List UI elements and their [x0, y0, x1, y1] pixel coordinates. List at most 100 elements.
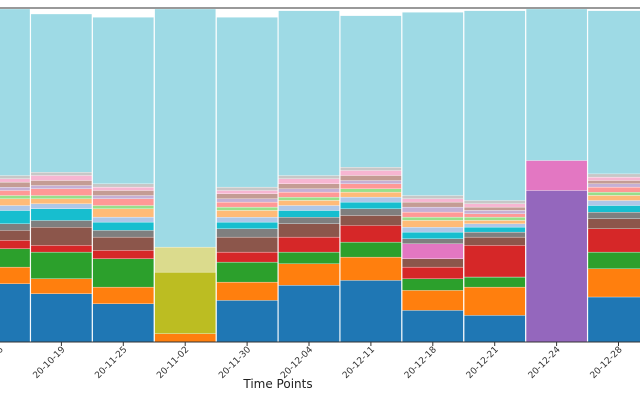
bar-segment-taxon-14-20-11-30 — [216, 201, 278, 208]
bar-segment-taxon-20-20-12-24 — [525, 8, 588, 161]
bar-segment-taxon-11-20-12-21 — [464, 223, 526, 228]
bar-segment-taxon-10-20-10-19 — [30, 208, 93, 221]
bar-segment-taxon-19-20-12-11 — [340, 167, 402, 171]
bar-segment-taxon-19-20-12-18 — [402, 195, 464, 199]
bar-segment-taxon-12-20-12-11 — [340, 191, 402, 198]
bar-segment-taxon-19-20-12-04 — [278, 175, 340, 179]
x-axis-title: Time Points — [242, 377, 312, 391]
bar-segment-taxon-13-20-12-18 — [402, 216, 464, 221]
bar-segment-taxon-11-20-12-11 — [340, 196, 402, 203]
bar-segment-taxon-20-20-10-16 — [0, 8, 31, 176]
bar-segment-taxon-10-20-12-28 — [587, 205, 640, 213]
bar-segment-taxon-12-20-10-19 — [30, 198, 93, 204]
bar-segment-taxon-12-20-10-16 — [0, 198, 31, 206]
bar-segment-taxon-16-20-10-16 — [0, 182, 31, 188]
bar-segment-taxon-6-20-12-11 — [340, 215, 402, 226]
bar-segment-taxon-20-20-12-04 — [278, 10, 340, 176]
bar-segment-taxon-3-20-10-16 — [0, 248, 31, 268]
bar-segment-taxon-11-20-12-28 — [587, 200, 640, 206]
bar-segment-taxon-10-20-11-30 — [216, 221, 278, 229]
bar-segment-taxon-14-20-12-04 — [278, 192, 340, 198]
bar-segment-taxon-13-20-12-21 — [464, 216, 526, 221]
bar-segment-taxon-2-20-12-18 — [402, 290, 464, 311]
bar-segment-taxon-18-20-11-02 — [154, 246, 216, 273]
bar-segment-taxon-6-20-12-28 — [587, 218, 640, 229]
bar-segment-taxon-13-20-12-11 — [340, 188, 402, 193]
bar-segment-taxon-1-20-10-16 — [0, 283, 31, 343]
bar-segment-taxon-6-20-12-18 — [402, 258, 464, 268]
bar-segment-taxon-8-20-12-21 — [464, 231, 526, 238]
bar-segment-taxon-1-20-12-11 — [340, 280, 402, 343]
bar-segment-taxon-7-20-12-18 — [402, 243, 464, 259]
bar-segment-taxon-15-20-12-21 — [464, 210, 526, 214]
bar-segment-taxon-16-20-12-04 — [278, 183, 340, 189]
bar-segment-taxon-4-20-10-19 — [30, 245, 93, 253]
bar-segment-taxon-4-20-12-21 — [464, 245, 526, 278]
bar-segment-taxon-11-20-12-18 — [402, 226, 464, 233]
bar-segment-taxon-5-20-12-24 — [525, 190, 588, 343]
bar-segment-taxon-15-20-12-18 — [402, 206, 464, 213]
bar-segment-taxon-4-20-12-04 — [278, 236, 340, 253]
bar-segment-taxon-15-20-11-30 — [216, 198, 278, 203]
bar-segment-taxon-14-20-12-21 — [464, 213, 526, 218]
bar-segment-taxon-15-20-10-16 — [0, 187, 31, 191]
bar-segment-taxon-4-20-12-11 — [340, 225, 402, 243]
bar-segment-taxon-12-20-12-04 — [278, 200, 340, 206]
bar-segment-taxon-16-20-11-30 — [216, 193, 278, 199]
bar-segment-taxon-8-20-10-16 — [0, 223, 31, 231]
bar-segment-taxon-2-20-12-11 — [340, 256, 402, 281]
bar-segment-taxon-19-20-10-16 — [0, 175, 31, 179]
bar-segment-taxon-8-20-11-25 — [92, 230, 154, 238]
bar-segment-taxon-20-20-11-30 — [216, 17, 278, 188]
bar-segment-taxon-13-20-10-19 — [30, 195, 93, 199]
bar-segment-taxon-4-20-12-28 — [587, 228, 640, 253]
bar-segment-taxon-1-20-10-19 — [30, 293, 93, 343]
bar-segment-taxon-11-20-10-19 — [30, 203, 93, 209]
bar-segment-taxon-8-20-12-04 — [278, 216, 340, 224]
bar-segment-taxon-7-20-12-24 — [525, 160, 588, 191]
bar-segment-taxon-2-20-12-04 — [278, 263, 340, 286]
bar-segment-taxon-11-20-10-16 — [0, 205, 31, 211]
bar-segment-taxon-15-20-12-28 — [587, 183, 640, 188]
bar-segment-taxon-3-20-10-19 — [30, 251, 93, 279]
bar-segment-taxon-15-20-12-04 — [278, 188, 340, 193]
bar-segment-taxon-1-20-12-18 — [402, 310, 464, 343]
bar-segment-taxon-10-20-12-11 — [340, 201, 402, 209]
bar-segment-taxon-6-20-12-21 — [464, 236, 526, 246]
bar-segment-taxon-17-20-11-25 — [92, 187, 154, 191]
bar-segment-taxon-6-20-10-19 — [30, 226, 93, 246]
bar-segment-taxon-14-20-12-28 — [587, 187, 640, 193]
bar-segment-taxon-13-20-12-04 — [278, 196, 340, 201]
bar-segment-taxon-17-20-12-28 — [587, 177, 640, 181]
bar-segment-taxon-16-20-12-11 — [340, 175, 402, 181]
bar-segment-taxon-8-20-11-30 — [216, 228, 278, 238]
bar-segment-taxon-20-20-12-11 — [340, 15, 402, 168]
bar-segment-taxon-17-20-10-16 — [0, 178, 31, 183]
bar-segment-taxon-2-20-12-21 — [464, 286, 526, 316]
bar-segment-taxon-2-20-10-19 — [30, 278, 93, 294]
bar-segment-taxon-4-20-11-30 — [216, 251, 278, 263]
bar-segment-taxon-4-20-10-16 — [0, 240, 31, 249]
bar-segment-taxon-2-20-10-16 — [0, 266, 31, 284]
bar-segment-taxon-17-20-12-11 — [340, 170, 402, 176]
bar-segment-taxon-2-20-11-30 — [216, 281, 278, 301]
bar-segment-taxon-15-20-12-11 — [340, 180, 402, 184]
bar-segment-taxon-14-20-11-25 — [92, 198, 154, 206]
bar-segment-taxon-14-20-12-11 — [340, 183, 402, 189]
bar-segment-taxon-10-20-12-04 — [278, 210, 340, 218]
bar-segment-taxon-1-20-12-04 — [278, 285, 340, 343]
bar-segment-taxon-8-20-12-18 — [402, 238, 464, 244]
bar-segment-taxon-6-20-11-30 — [216, 236, 278, 253]
bar-segment-taxon-1-20-11-25 — [92, 303, 154, 343]
bar-segment-taxon-19-20-12-21 — [464, 200, 526, 204]
bar-segment-taxon-16-20-12-28 — [587, 180, 640, 184]
bar-segment-taxon-20-20-12-18 — [402, 12, 464, 196]
bar-segment-taxon-3-20-12-11 — [340, 241, 402, 258]
bar-segment-taxon-6-20-12-04 — [278, 223, 340, 238]
bar-segment-taxon-13-20-11-25 — [92, 205, 154, 209]
bar-segment-taxon-19-20-11-30 — [216, 187, 278, 191]
bar-segment-taxon-20-20-12-28 — [587, 10, 640, 175]
bar-stack-group — [0, 8, 640, 343]
bar-segment-taxon-20-20-11-02 — [154, 8, 216, 248]
